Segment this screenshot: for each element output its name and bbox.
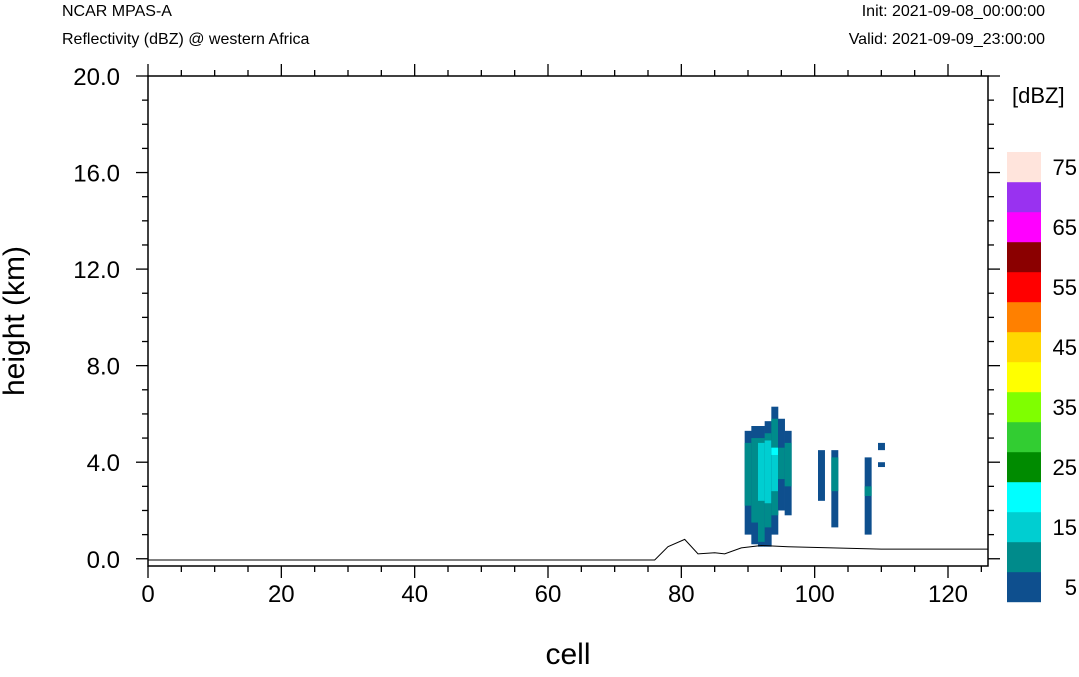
colorbar-labels: 5 15 25 35 45 55 65 75 <box>1053 155 1077 600</box>
valid-time: Valid: 2021-09-09_23:00:00 <box>849 31 1045 48</box>
colorbar-swatch <box>1007 332 1041 363</box>
y-tick-label: 0.0 <box>87 547 120 574</box>
colorbar-label: 25 <box>1053 455 1077 480</box>
field-subtitle: Reflectivity (dBZ) @ western Africa <box>62 31 310 48</box>
y-tick-label: 16.0 <box>73 161 120 188</box>
terrain-line <box>148 538 988 561</box>
y-axis-label: height (km) <box>0 246 31 396</box>
x-tick-label: 0 <box>141 581 154 608</box>
colorbar-swatch <box>1007 482 1041 513</box>
plot-frame <box>147 75 989 567</box>
x-axis-label: cell <box>545 638 590 671</box>
x-tick-label: 20 <box>268 581 295 608</box>
reflectivity-cell <box>878 442 885 451</box>
reflectivity-cell <box>778 447 785 480</box>
colorbar-swatch <box>1007 152 1041 183</box>
colorbar-swatch <box>1007 272 1041 303</box>
reflectivity-cell <box>878 462 885 468</box>
reflectivity-cells <box>744 406 885 547</box>
x-tick-label: 120 <box>928 581 968 608</box>
colorbar-swatch <box>1007 362 1041 393</box>
x-tick-labels: 0 20 40 60 80 100 120 <box>141 581 968 608</box>
colorbar-label: 5 <box>1065 575 1077 600</box>
model-title: NCAR MPAS-A <box>62 3 172 20</box>
colorbar-swatch <box>1007 302 1041 333</box>
reflectivity-cell <box>784 442 792 487</box>
y-tick-label: 4.0 <box>87 450 120 477</box>
colorbar-swatch <box>1007 452 1041 483</box>
x-tick-label: 60 <box>535 581 562 608</box>
colorbar-label: 45 <box>1053 335 1077 360</box>
reflectivity-cell <box>818 450 825 501</box>
colorbar-label: 75 <box>1053 155 1077 180</box>
colorbar-label: 55 <box>1053 275 1077 300</box>
reflectivity-cell <box>771 447 779 492</box>
reflectivity-cell <box>864 486 872 496</box>
colorbar-swatch <box>1007 212 1041 243</box>
reflectivity-cell <box>764 440 772 504</box>
y-tick-label: 20.0 <box>73 64 120 91</box>
y-tick-label: 12.0 <box>73 257 120 284</box>
init-time: Init: 2021-09-08_00:00:00 <box>862 3 1045 20</box>
colorbar-swatch <box>1007 512 1041 543</box>
colorbar-swatch <box>1007 242 1041 273</box>
colorbar-swatch <box>1007 182 1041 213</box>
reflectivity-cell <box>831 457 839 492</box>
reflectivity-cell <box>771 447 779 455</box>
colorbar-swatch <box>1007 422 1041 453</box>
colorbar-swatch <box>1007 392 1041 423</box>
colorbar-label: 65 <box>1053 215 1077 240</box>
x-tick-label: 80 <box>668 581 695 608</box>
colorbar-label: 35 <box>1053 395 1077 420</box>
y-tick-labels: 0.0 4.0 8.0 12.0 16.0 20.0 <box>73 64 120 574</box>
colorbar-unit: [dBZ] <box>1012 83 1065 108</box>
axis-ticks <box>136 64 1000 578</box>
colorbar-swatch <box>1007 542 1041 573</box>
reflectivity-cell <box>758 442 765 501</box>
x-tick-label: 40 <box>401 581 428 608</box>
y-tick-label: 8.0 <box>87 354 120 381</box>
reflectivity-cell <box>751 438 759 523</box>
colorbar-label: 15 <box>1053 515 1077 540</box>
colorbar <box>1007 152 1041 603</box>
x-tick-label: 100 <box>795 581 835 608</box>
reflectivity-cell <box>744 442 752 506</box>
colorbar-swatch <box>1007 572 1041 603</box>
